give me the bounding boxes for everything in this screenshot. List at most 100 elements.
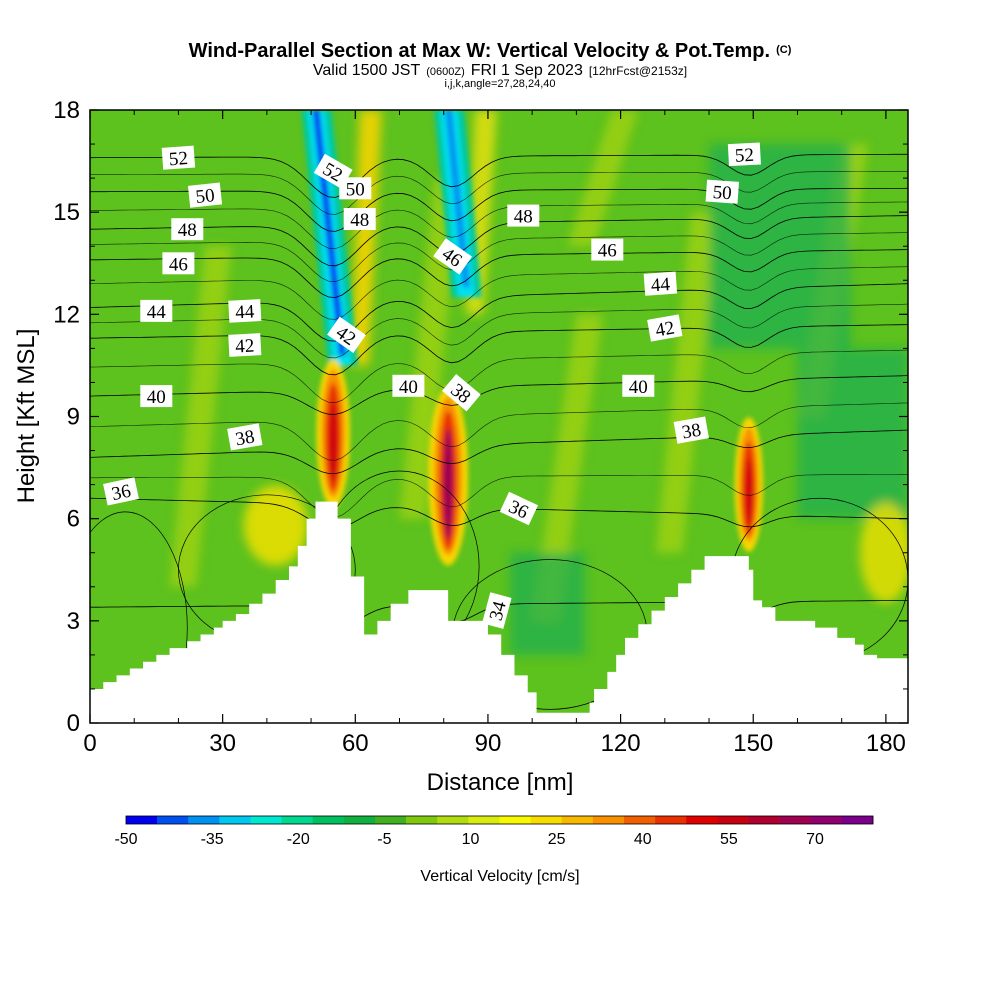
contour-label-text: 42 [235,336,255,358]
x-axis-label: Distance [nm] [427,769,574,796]
colorbar-swatch [748,816,780,824]
contour-label-text: 40 [147,387,166,408]
contour-label: 50 [705,179,740,204]
colorbar-swatch [406,816,438,824]
colorbar-tick-label: -50 [114,831,137,848]
theta-contour-minor [90,232,908,283]
contour-label: 50 [187,182,223,208]
contour-label-text: 46 [169,254,188,275]
theta-contour-minor [90,201,908,249]
colorbar-swatch [157,816,189,824]
theta-contour [90,249,908,298]
theta-contour [90,215,908,267]
y-tick-label: 6 [67,506,80,533]
contour-label: 42 [647,314,683,342]
colorbar-tick-label: 40 [634,831,652,848]
colorbar-swatch [686,816,718,824]
x-tick-label: 180 [866,730,906,757]
contour-label: 48 [507,204,540,228]
theta-contour [90,324,908,376]
chart-subtitle: Valid 1500 JST (0600Z) FRI 1 Sep 2023 [12hr… [313,62,687,79]
theta-contour-minor [90,349,908,404]
contour-label-text: 44 [147,302,167,323]
plot-area [90,110,908,723]
y-tick-label: 18 [53,97,80,124]
colorbar-tick-label: -5 [377,831,391,848]
contour-label-text: 36 [110,481,133,505]
colorbar-tick-label: -20 [287,831,310,848]
contour-label: 36 [103,477,139,506]
theta-contour [90,375,908,415]
colorbar-tick-label: 70 [806,831,824,848]
colorbar-swatch [375,816,407,824]
contour-label: 34 [482,592,512,629]
x-tick-label: 60 [342,730,369,757]
contour-label: 40 [140,385,173,408]
contour-label-text: 48 [350,210,369,231]
theta-contour-minor [90,171,908,215]
colorbar-swatch [281,816,314,824]
chart-subtitle-indices: i,j,k,angle=27,28,24,40 [444,78,555,90]
contour-label: 40 [622,374,655,398]
contour-label: 38 [227,423,263,451]
colorbar-swatch [126,816,158,824]
contour-label: 44 [228,299,262,323]
contour-label-text: 46 [598,241,617,262]
theta-contour-low [90,511,188,723]
colorbar-swatch [343,816,376,824]
colorbar-tick-label: 55 [720,831,738,848]
contour-label-text: 40 [399,377,418,398]
colorbar-swatch [437,816,469,824]
colorbar-swatch [592,816,625,824]
x-tick-label: 150 [733,730,773,757]
contour-label-text: 50 [346,179,365,200]
contour-label-text: 38 [680,420,702,444]
x-tick-label: 0 [83,730,96,757]
contour-label: 46 [591,238,624,262]
colorbar-swatch [468,816,500,824]
chart-title-block: Wind-Parallel Section at Max W: Vertical… [189,40,792,90]
contour-label-text: 38 [234,426,256,450]
contour-label-text: 52 [168,148,188,170]
contour-label: 48 [171,218,204,241]
contour-label: 50 [339,177,372,200]
theta-contour [90,429,908,475]
contour-label: 38 [673,416,709,444]
colorbar-tick-label: 25 [548,831,566,848]
contour-label: 48 [343,208,376,231]
theta-contour-minor [90,303,908,359]
x-tick-label: 30 [209,730,236,757]
y-tick-label: 0 [67,710,80,737]
contour-label-text: 50 [195,185,216,208]
theta-contour-minor [90,402,908,461]
colorbar-swatch [779,816,812,824]
theta-contour [90,153,908,198]
contour-label-text: 50 [712,182,732,204]
colorbar-swatch [841,816,874,824]
contour-label-text: 40 [629,377,648,398]
theta-contour [90,283,908,342]
contour-label-text: 52 [734,145,754,167]
y-tick-label: 15 [53,199,80,226]
y-tick-label: 3 [67,608,80,635]
title-mark: (C) [776,44,792,56]
x-tick-label: 90 [475,730,502,757]
theta-contour-minor [90,474,908,518]
x-tick-label: 120 [601,730,641,757]
colorbar-swatch [561,816,594,824]
contour-label: 44 [643,271,678,296]
chart-title: Wind-Parallel Section at Max W: Vertical… [189,40,792,62]
y-axis-label: Height [Kft MSL] [13,329,40,504]
contour-label: 42 [228,333,262,358]
contour-label: 52 [727,142,761,167]
contour-label-text: 44 [235,301,256,323]
theta-contour [90,497,908,530]
colorbar-swatch [717,816,749,824]
colorbar-swatch [499,816,531,824]
colorbar-swatch [624,816,656,824]
colorbar-swatch [530,816,563,824]
colorbar-swatch [312,816,345,824]
contour-label: 46 [162,252,195,275]
